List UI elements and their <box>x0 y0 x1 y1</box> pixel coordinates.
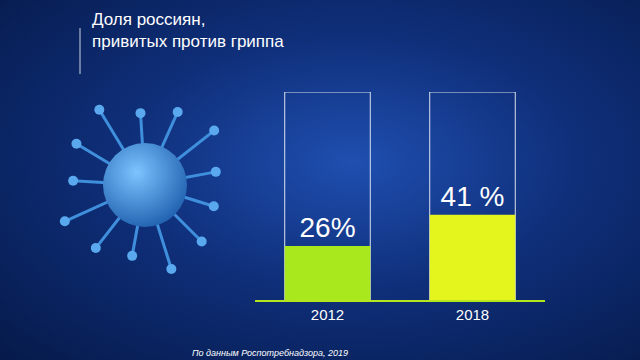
svg-text:41 %: 41 % <box>441 181 505 212</box>
svg-text:26%: 26% <box>299 212 355 243</box>
svg-text:Доля россиян,привитых против г: Доля россиян,привитых против гриппа <box>92 10 284 51</box>
svg-text:По данным Роспотребнадзора, 20: По данным Роспотребнадзора, 2019 <box>192 348 348 358</box>
svg-text:2018: 2018 <box>456 306 489 323</box>
svg-text:2012: 2012 <box>311 306 344 323</box>
